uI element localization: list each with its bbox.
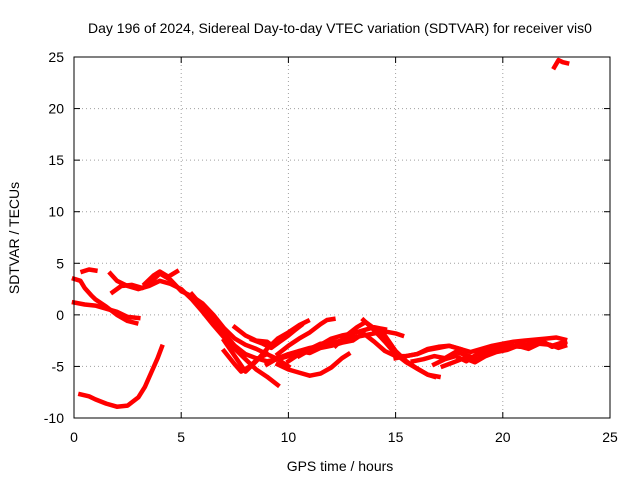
series-line-arc-4 xyxy=(107,270,281,389)
series-layer xyxy=(71,57,570,409)
y-tick-label: -5 xyxy=(52,358,65,374)
series-line-arc-6 xyxy=(141,268,180,288)
series-line-arc-23 xyxy=(439,341,568,370)
y-tick-label: 5 xyxy=(56,255,64,271)
y-tick-label: 25 xyxy=(48,49,64,65)
x-tick-label: 0 xyxy=(70,429,78,445)
series-line-arc-7 xyxy=(77,343,165,409)
plot-frame xyxy=(73,56,611,419)
x-tick-label: 25 xyxy=(602,429,618,445)
series-line-arc-1 xyxy=(71,275,139,326)
x-tick-label: 15 xyxy=(388,429,404,445)
y-tick-label: -10 xyxy=(44,410,64,426)
grid-lines xyxy=(74,57,610,418)
x-tick-labels: 0 5 10 15 20 25 xyxy=(70,429,618,445)
series-line-arc-24 xyxy=(551,57,570,71)
series-line-arc-22 xyxy=(431,338,568,368)
series-line-arc-10 xyxy=(220,347,270,374)
y-tick-label: 0 xyxy=(56,307,64,323)
x-tick-label: 20 xyxy=(495,429,511,445)
series-line-arc-2 xyxy=(71,299,141,321)
series-line-arc-20 xyxy=(392,335,568,361)
y-tick-label: 15 xyxy=(48,152,64,168)
series-line-arc-3 xyxy=(79,267,98,275)
series-line-arc-15 xyxy=(274,350,352,378)
y-tick-label: 10 xyxy=(48,204,64,220)
x-tick-label: 5 xyxy=(177,429,185,445)
y-tick-label: 20 xyxy=(48,101,64,117)
y-axis-label: SDTVAR / TECUs xyxy=(6,182,22,294)
x-tick-label: 10 xyxy=(281,429,297,445)
series-line-arc-19 xyxy=(360,316,438,380)
y-tick-labels: -10 -5 0 5 10 15 20 25 xyxy=(44,49,64,426)
chart-title: Day 196 of 2024, Sidereal Day-to-day VTE… xyxy=(88,20,592,36)
axis-ticks xyxy=(73,56,611,419)
series-line-arc-12 xyxy=(249,322,305,351)
x-axis-label: GPS time / hours xyxy=(287,458,394,474)
series-line-arc-14 xyxy=(274,316,336,358)
